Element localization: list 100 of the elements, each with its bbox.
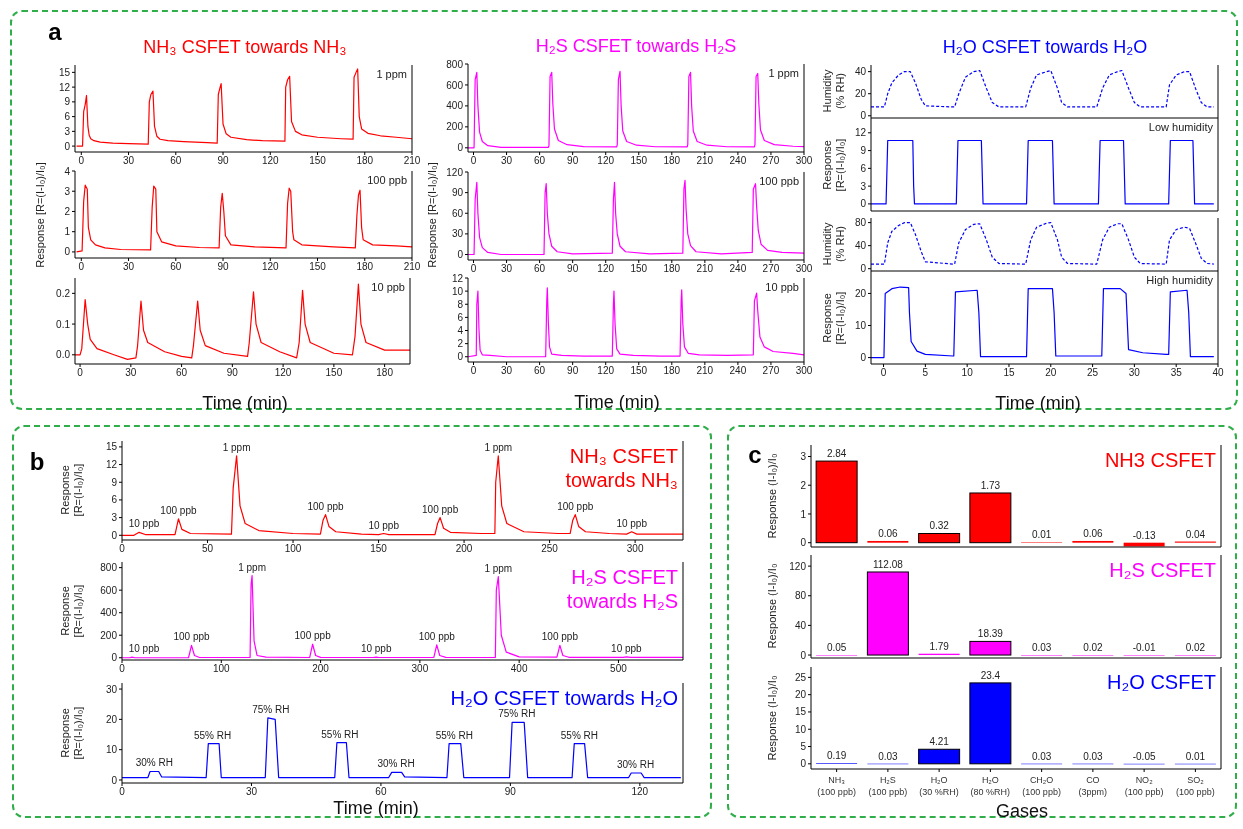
data-label: 1.73 bbox=[980, 479, 1001, 491]
x-tick-label: 100 bbox=[284, 543, 302, 555]
x-tick-label: 150 bbox=[309, 155, 327, 167]
annotation: 10 ppb bbox=[128, 518, 160, 530]
chart-title: NH3 CSFET bbox=[1104, 448, 1216, 472]
x-tick-label: CH₂O (100 ppb) bbox=[1022, 775, 1061, 797]
x-axis-title: Time (min) bbox=[333, 797, 419, 819]
line-series bbox=[468, 70, 804, 149]
x-tick-label: 500 bbox=[610, 663, 628, 675]
data-label: 112.08 bbox=[872, 558, 904, 570]
x-tick-label: 35 bbox=[1170, 367, 1183, 379]
data-label: 1.79 bbox=[929, 640, 950, 652]
x-tick-label: 150 bbox=[630, 155, 648, 167]
bar bbox=[969, 682, 1012, 765]
chart-title: NH₃ CSFET towards NH₃ bbox=[143, 36, 347, 58]
y-tick-label: 20 bbox=[794, 689, 807, 701]
data-label: 0.03 bbox=[878, 750, 899, 762]
y-tick-label: 0 bbox=[111, 652, 118, 664]
y-tick-label: 8 bbox=[457, 298, 464, 310]
line-series bbox=[871, 286, 1215, 359]
y-tick-label: 200 bbox=[100, 629, 118, 641]
annotation: 10 ppb bbox=[360, 643, 392, 655]
chart-title: H₂O CSFET towards H₂O bbox=[942, 36, 1148, 58]
y-tick-label: 800 bbox=[446, 58, 464, 70]
x-tick-label: 90 bbox=[567, 365, 579, 377]
annotation: 75% RH bbox=[252, 703, 290, 715]
y-tick-label: 0 bbox=[457, 249, 464, 261]
annotation: 10 ppb bbox=[371, 281, 405, 293]
chart-title: H₂O CSFET towards H₂O bbox=[450, 686, 678, 709]
y-tick-label: 0 bbox=[800, 649, 807, 661]
y-tick-label: 3 bbox=[64, 185, 71, 197]
x-tick-label: 210 bbox=[696, 365, 714, 377]
bar bbox=[918, 748, 961, 765]
x-axis-title: Time (min) bbox=[995, 392, 1081, 414]
x-tick-label: 120 bbox=[597, 155, 615, 167]
y-tick-label: 5 bbox=[800, 741, 807, 753]
annotation: 1 ppm bbox=[484, 562, 513, 574]
x-axis-title: Gases bbox=[995, 800, 1049, 822]
y-axis-title: Humidity (% RH) bbox=[821, 222, 847, 266]
y-axis-title: Response [R=(I-I₀)/I₀] bbox=[425, 162, 439, 268]
annotation: 55% RH bbox=[435, 729, 473, 741]
y-tick-label: 12 bbox=[58, 81, 71, 93]
y-tick-label: 3 bbox=[800, 451, 807, 463]
y-tick-label: 3 bbox=[64, 125, 71, 137]
annotation: 55% RH bbox=[194, 729, 232, 741]
y-tick-label: 40 bbox=[854, 240, 867, 252]
x-tick-label: 210 bbox=[696, 155, 714, 167]
x-tick-label: 30 bbox=[500, 155, 513, 167]
x-tick-label: 180 bbox=[663, 155, 681, 167]
x-tick-label: 0 bbox=[77, 367, 84, 379]
x-tick-label: 0 bbox=[470, 263, 477, 275]
data-label: 0.06 bbox=[878, 527, 899, 539]
x-tick-label: 25 bbox=[1087, 367, 1099, 379]
x-tick-label: 30 bbox=[122, 261, 135, 273]
y-tick-label: 9 bbox=[111, 476, 118, 488]
y-axis-title: Response [R=(I-I₀)/I₀] bbox=[59, 584, 85, 638]
y-tick-label: 20 bbox=[854, 88, 867, 100]
data-label: 0.01 bbox=[1185, 750, 1206, 762]
annotation: 100 ppb bbox=[173, 631, 211, 643]
bar bbox=[918, 533, 961, 544]
line-series bbox=[468, 179, 804, 256]
y-tick-label: 30 bbox=[105, 683, 118, 695]
y-tick-label: 0 bbox=[457, 351, 464, 363]
x-tick-label: 120 bbox=[597, 365, 615, 377]
x-tick-label: 270 bbox=[762, 365, 780, 377]
x-tick-label: 100 bbox=[212, 663, 231, 675]
annotation: 1 ppm bbox=[768, 67, 799, 79]
y-tick-label: 800 bbox=[100, 562, 118, 574]
x-tick-label: 180 bbox=[356, 155, 374, 167]
y-axis-title: Response [R=(I-I₀)/I₀] bbox=[821, 291, 847, 345]
data-label: 0.03 bbox=[1031, 642, 1052, 654]
x-tick-label: 40 bbox=[1212, 367, 1224, 379]
x-tick-label: 60 bbox=[170, 155, 182, 167]
y-tick-label: 2 bbox=[800, 479, 807, 491]
x-tick-label: 150 bbox=[370, 543, 388, 555]
y-tick-label: 90 bbox=[451, 187, 464, 199]
y-axis-title: Response (I-I₀)/I₀ bbox=[765, 453, 779, 539]
x-tick-label: 270 bbox=[762, 263, 780, 275]
x-tick-label: 90 bbox=[504, 786, 517, 798]
y-tick-label: 600 bbox=[100, 584, 118, 596]
annotation: 10 ppb bbox=[611, 642, 643, 654]
y-tick-label: 0.0 bbox=[56, 349, 71, 361]
y-tick-label: 3 bbox=[111, 512, 118, 524]
x-tick-label: 90 bbox=[567, 155, 579, 167]
y-tick-label: 15 bbox=[794, 706, 807, 718]
y-tick-label: 4 bbox=[457, 325, 464, 337]
y-axis-title: Humidity (% RH) bbox=[821, 69, 847, 113]
y-tick-label: 6 bbox=[64, 111, 71, 123]
y-tick-label: 400 bbox=[446, 100, 464, 112]
x-tick-label: 120 bbox=[631, 786, 649, 798]
y-tick-label: 1 bbox=[800, 508, 807, 520]
y-tick-label: 0 bbox=[800, 758, 807, 770]
data-label: 0.19 bbox=[826, 750, 847, 762]
bar bbox=[815, 460, 858, 544]
annotation: 10 ppb bbox=[616, 517, 648, 529]
x-tick-label: 300 bbox=[411, 663, 429, 675]
y-tick-label: 6 bbox=[111, 494, 118, 506]
x-tick-label: 0 bbox=[78, 155, 85, 167]
y-tick-label: 6 bbox=[860, 162, 867, 174]
line-series bbox=[122, 717, 682, 779]
